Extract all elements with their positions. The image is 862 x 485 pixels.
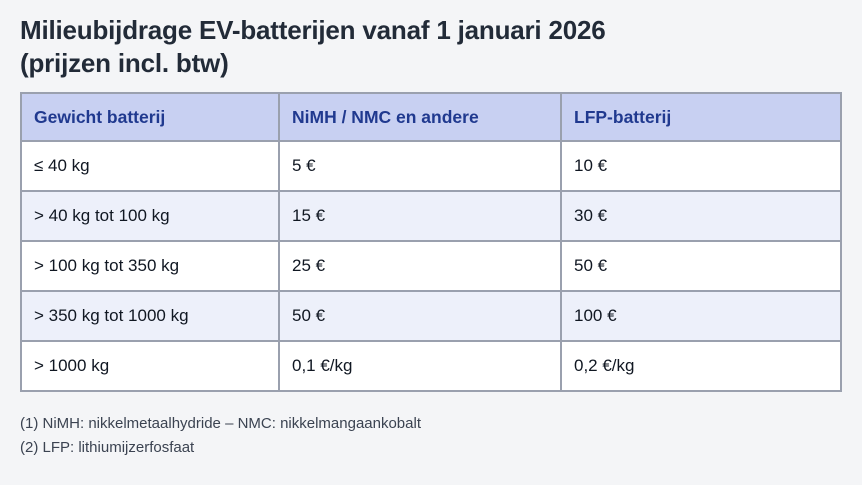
cell-nimh-price: 25 € (278, 240, 562, 292)
table-row: > 350 kg tot 1000 kg 50 € 100 € (20, 290, 842, 342)
cell-nimh-price: 15 € (278, 190, 562, 242)
table-row: > 40 kg tot 100 kg 15 € 30 € (20, 190, 842, 242)
page-title: Milieubijdrage EV-batterijen vanaf 1 jan… (20, 14, 842, 80)
header-cell-lfp: LFP-batterij (560, 92, 842, 142)
cell-lfp-price: 10 € (560, 140, 842, 192)
table-row: > 1000 kg 0,1 €/kg 0,2 €/kg (20, 340, 842, 392)
table-header-row: Gewicht batterij NiMH / NMC en andere LF… (20, 92, 842, 142)
header-cell-weight: Gewicht batterij (20, 92, 280, 142)
cell-weight: > 100 kg tot 350 kg (20, 240, 280, 292)
footnote-lfp: (2) LFP: lithiumijzerfosfaat (20, 439, 195, 456)
cell-nimh-price: 0,1 €/kg (278, 340, 562, 392)
cell-lfp-price: 100 € (560, 290, 842, 342)
battery-contribution-table: Gewicht batterij NiMH / NMC en andere LF… (20, 92, 842, 392)
cell-lfp-price: 30 € (560, 190, 842, 242)
cell-weight: > 350 kg tot 1000 kg (20, 290, 280, 342)
header-cell-nimh-nmc: NiMH / NMC en andere (278, 92, 562, 142)
table-row: > 100 kg tot 350 kg 25 € 50 € (20, 240, 842, 292)
cell-weight: > 40 kg tot 100 kg (20, 190, 280, 242)
page: Milieubijdrage EV-batterijen vanaf 1 jan… (20, 14, 842, 460)
cell-weight: > 1000 kg (20, 340, 280, 392)
cell-weight: ≤ 40 kg (20, 140, 280, 192)
page-title-line-1: Milieubijdrage EV-batterijen vanaf 1 jan… (20, 15, 606, 45)
footnote-nimh-nmc: (1) NiMH: nikkelmetaalhydride – NMC: nik… (20, 415, 421, 432)
cell-nimh-price: 50 € (278, 290, 562, 342)
page-title-line-2: (prijzen incl. btw) (20, 48, 229, 78)
cell-nimh-price: 5 € (278, 140, 562, 192)
cell-lfp-price: 50 € (560, 240, 842, 292)
footnotes: (1) NiMH: nikkelmetaalhydride – NMC: nik… (20, 412, 842, 460)
table-row: ≤ 40 kg 5 € 10 € (20, 140, 842, 192)
cell-lfp-price: 0,2 €/kg (560, 340, 842, 392)
